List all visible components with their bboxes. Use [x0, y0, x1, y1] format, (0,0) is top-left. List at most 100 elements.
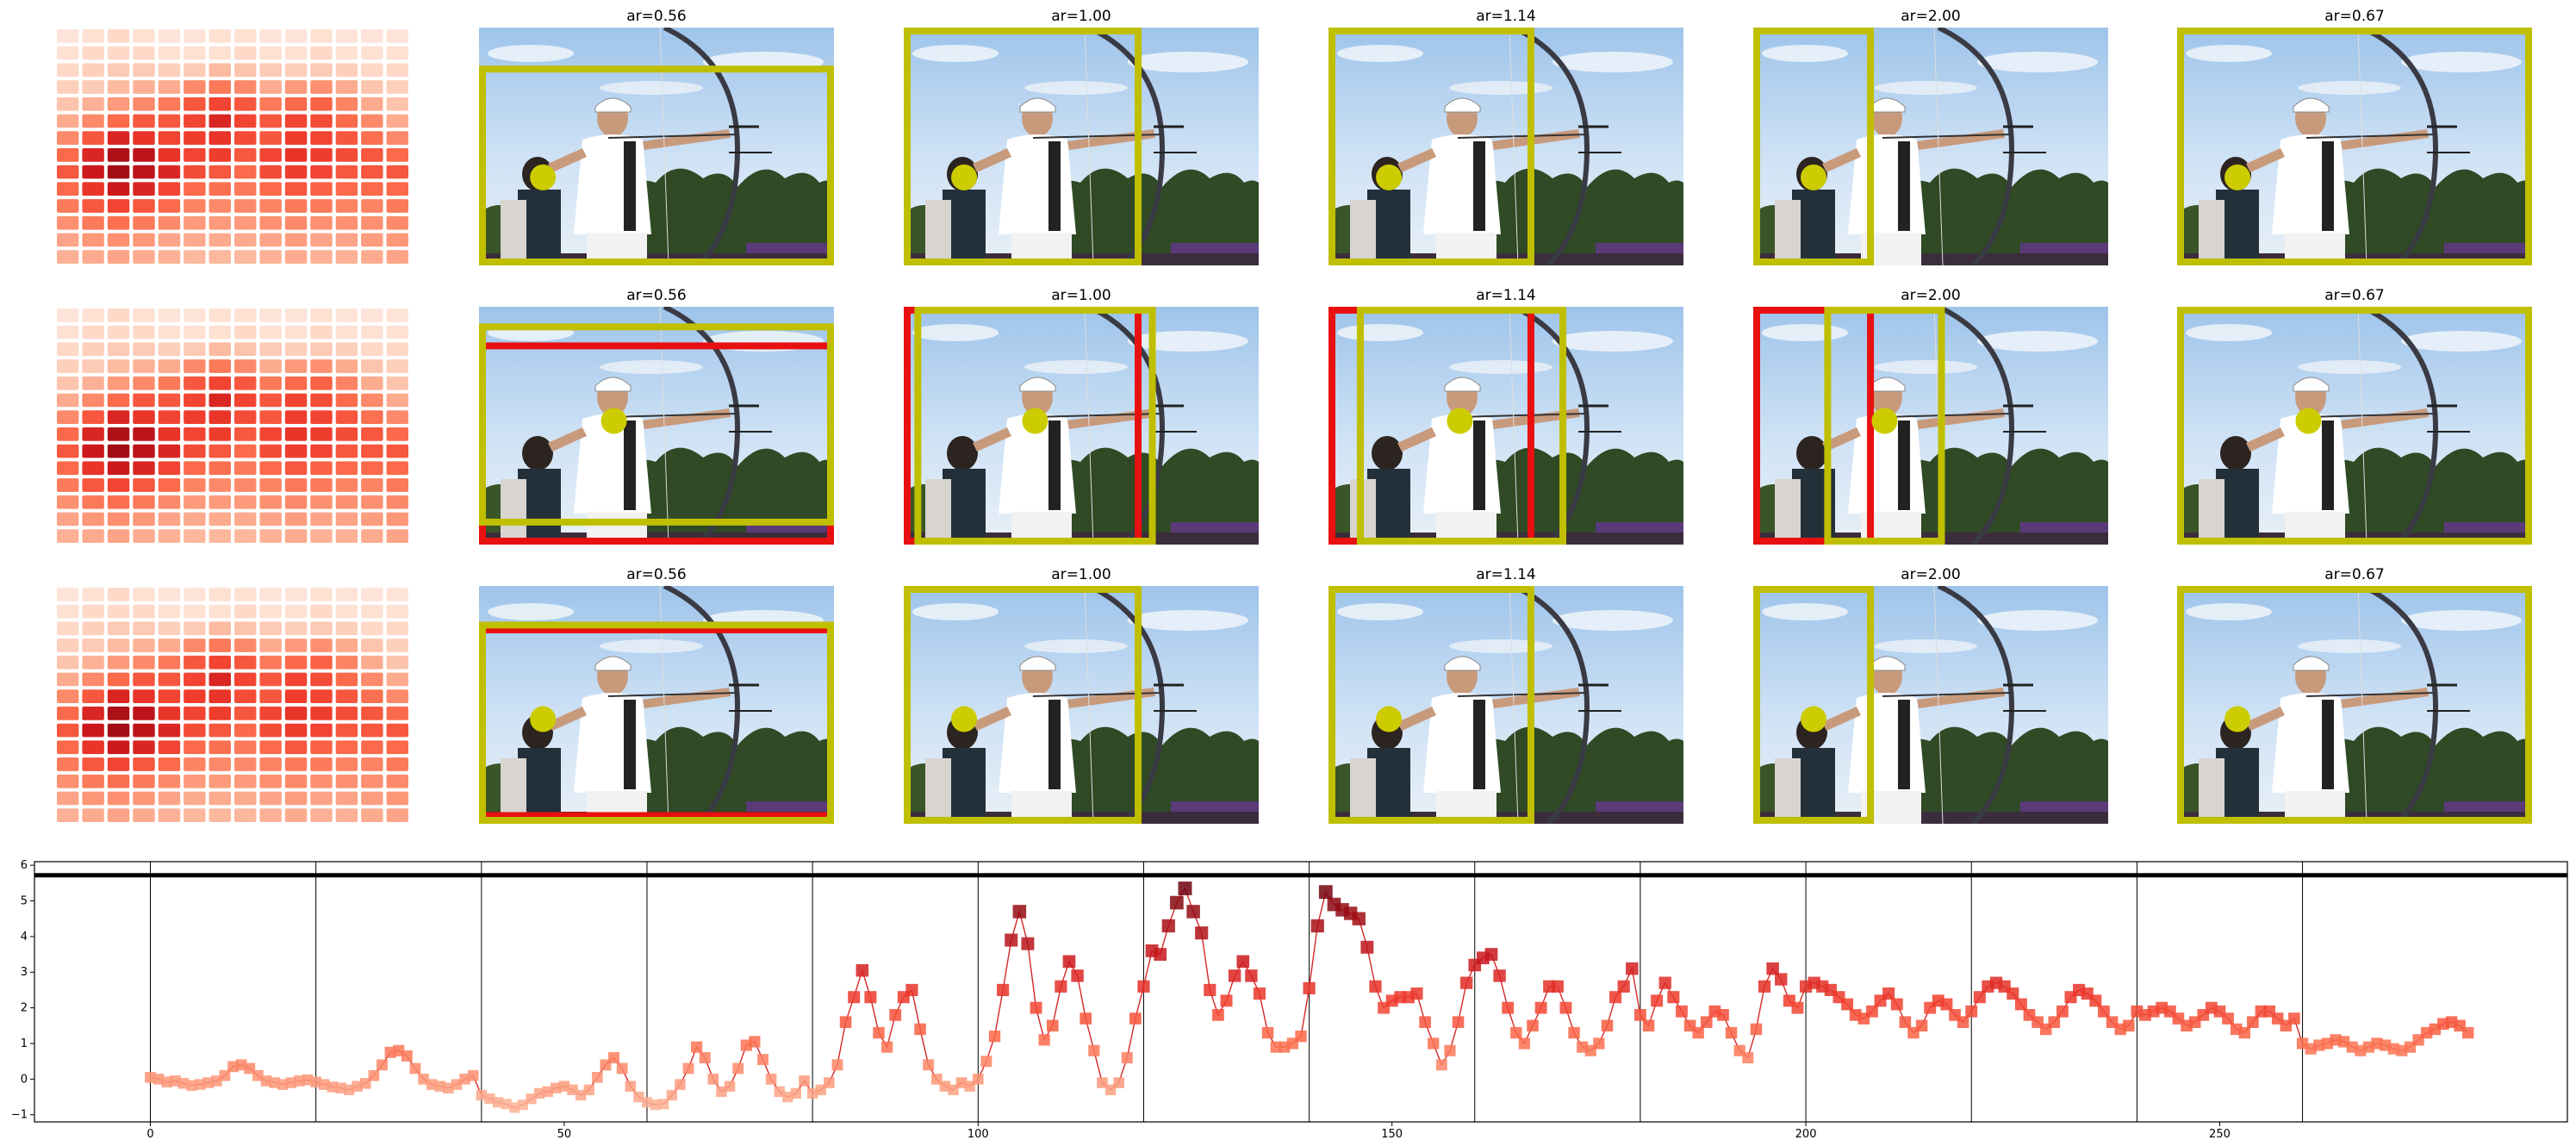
- heatmap-cell: [107, 131, 130, 145]
- heatmap-1: [57, 29, 408, 264]
- heatmap-cell: [284, 215, 308, 230]
- heatmap-cell: [158, 791, 181, 806]
- heatmap-cell: [57, 131, 79, 145]
- heatmap-cell: [107, 757, 130, 771]
- bounding-box: [904, 28, 1142, 265]
- heatmap-cell: [107, 689, 130, 703]
- score-point: [509, 1102, 520, 1113]
- heatmap-cell: [361, 689, 383, 703]
- score-point: [1104, 1084, 1117, 1095]
- heatmap-cell: [284, 250, 308, 264]
- heatmap-cell: [133, 740, 155, 755]
- heatmap-cell: [184, 325, 206, 340]
- heatmap-cell: [361, 808, 383, 822]
- score-point: [1534, 1001, 1547, 1014]
- heatmap-cell: [284, 707, 308, 720]
- bounding-box: [1753, 28, 1875, 265]
- heatmap-cell: [234, 325, 257, 340]
- heatmap-cell: [259, 199, 282, 213]
- heatmap-cell: [82, 757, 104, 771]
- score-point: [716, 1086, 727, 1098]
- heatmap-cell: [234, 478, 257, 492]
- heatmap-cell: [57, 199, 79, 213]
- heatmap-cell: [208, 707, 231, 720]
- heatmap-cell: [259, 757, 282, 771]
- tile-title: ar=0.67: [2324, 287, 2385, 304]
- heatmap-cell: [361, 655, 383, 670]
- archer-photo: [2177, 586, 2532, 824]
- score-point: [707, 1074, 719, 1085]
- heatmap-cell: [57, 707, 79, 720]
- heatmap-cell: [158, 639, 181, 652]
- heatmap-cell: [158, 182, 181, 196]
- heatmap-cell: [361, 393, 383, 408]
- score-point: [1055, 980, 1067, 993]
- score-point: [551, 1082, 562, 1093]
- score-point: [592, 1071, 603, 1083]
- archer-photo: [904, 307, 1259, 545]
- heatmap-cell: [361, 791, 383, 806]
- score-point: [1195, 926, 1209, 940]
- heatmap-cell: [310, 604, 333, 619]
- heatmap-cell: [82, 723, 104, 738]
- score-point: [1658, 976, 1671, 989]
- score-point: [914, 1023, 926, 1036]
- heatmap-cell: [361, 131, 383, 145]
- heatmap-cell: [386, 808, 408, 822]
- heatmap-cell: [208, 165, 231, 179]
- heatmap-cell: [57, 495, 79, 509]
- score-point: [790, 1087, 802, 1100]
- heatmap-cell: [234, 639, 257, 652]
- heatmap-cell: [284, 165, 308, 179]
- bounding-box: [479, 65, 834, 265]
- heatmap-cell: [82, 461, 104, 476]
- heatmap-cell: [82, 512, 104, 526]
- heatmap-cell: [82, 495, 104, 509]
- score-point: [1890, 998, 1903, 1011]
- heatmap-cell: [208, 672, 231, 687]
- score-point: [335, 1082, 346, 1093]
- heatmap-cell: [386, 672, 408, 687]
- heatmap-cell: [259, 63, 282, 78]
- focus-marker: [2295, 408, 2322, 434]
- heatmap-cell: [158, 495, 181, 509]
- image-tile: ar=1.14: [1328, 287, 1683, 545]
- heatmap-cell: [208, 689, 231, 703]
- heatmap-cell: [335, 655, 358, 670]
- heatmap-cell: [386, 495, 408, 509]
- heatmap-cell: [386, 723, 408, 738]
- heatmap-cell: [259, 410, 282, 424]
- heatmap-cell: [335, 308, 358, 322]
- heatmap-cell: [386, 325, 408, 340]
- heatmap-cell: [57, 80, 79, 94]
- score-point: [782, 1091, 793, 1103]
- image-tile: ar=0.56: [479, 8, 834, 265]
- bounding-box: [914, 307, 1156, 545]
- heatmap-cell: [208, 757, 231, 771]
- heatmap-cell: [361, 97, 383, 111]
- heatmap-cell: [310, 165, 333, 179]
- heatmap-cell: [184, 461, 206, 476]
- heatmap-cell: [107, 723, 130, 738]
- score-point: [1791, 1001, 1804, 1014]
- heatmap-cell: [82, 604, 104, 619]
- heatmap-cell: [107, 46, 130, 60]
- heatmap-cell: [184, 672, 206, 687]
- score-point: [824, 1077, 835, 1088]
- heatmap-cell: [107, 308, 130, 322]
- score-point: [2048, 1016, 2061, 1028]
- heatmap-cell: [335, 165, 358, 179]
- heatmap-cell: [310, 689, 333, 703]
- score-point: [583, 1084, 594, 1095]
- heatmap-cell: [133, 308, 155, 322]
- heatmap-cell: [386, 376, 408, 390]
- heatmap-cell: [107, 461, 130, 476]
- heatmap-cell: [133, 131, 155, 145]
- score-point: [1046, 1019, 1059, 1032]
- heatmap-cell: [82, 427, 104, 441]
- heatmap-cell: [310, 131, 333, 145]
- heatmap-cell: [259, 97, 282, 111]
- score-point: [1609, 991, 1622, 1004]
- heatmap-cell: [133, 182, 155, 196]
- score-point: [856, 963, 869, 977]
